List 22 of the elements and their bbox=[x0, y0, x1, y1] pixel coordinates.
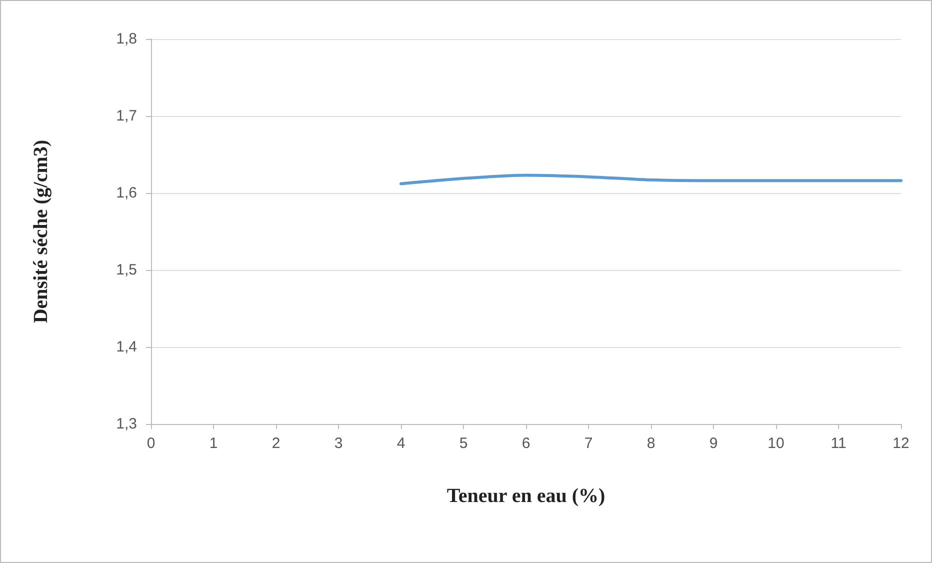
x-tick-label: 5 bbox=[459, 435, 468, 452]
line-series bbox=[400, 174, 902, 186]
y-tick-label: 1,7 bbox=[116, 108, 137, 124]
x-tick-label: 4 bbox=[396, 435, 406, 452]
y-tick-label: 1,3 bbox=[116, 416, 137, 432]
x-axis-title: Teneur en eau (%) bbox=[446, 485, 606, 507]
x-tick-label: 9 bbox=[709, 435, 718, 452]
y-tick-label: 1,6 bbox=[116, 184, 137, 202]
x-tick-label: 0 bbox=[146, 435, 156, 452]
x-tick-label: 1 bbox=[209, 435, 218, 452]
x-tick-label: 8 bbox=[646, 435, 656, 452]
x-tick-label: 3 bbox=[334, 435, 343, 452]
y-tick-label: 1,8 bbox=[116, 30, 137, 48]
x-tick-label: 11 bbox=[830, 435, 846, 452]
y-tick-label: 1,4 bbox=[116, 338, 137, 356]
x-tick-label: 2 bbox=[272, 435, 280, 452]
x-tick-label: 6 bbox=[522, 435, 530, 452]
x-tick-label: 12 bbox=[892, 435, 910, 452]
y-tick-label: 1,5 bbox=[116, 262, 137, 278]
y-axis-title: Densité séche (g/cm3) bbox=[30, 140, 52, 324]
x-tick-label: 10 bbox=[768, 435, 784, 452]
x-tick-label: 7 bbox=[584, 435, 593, 452]
